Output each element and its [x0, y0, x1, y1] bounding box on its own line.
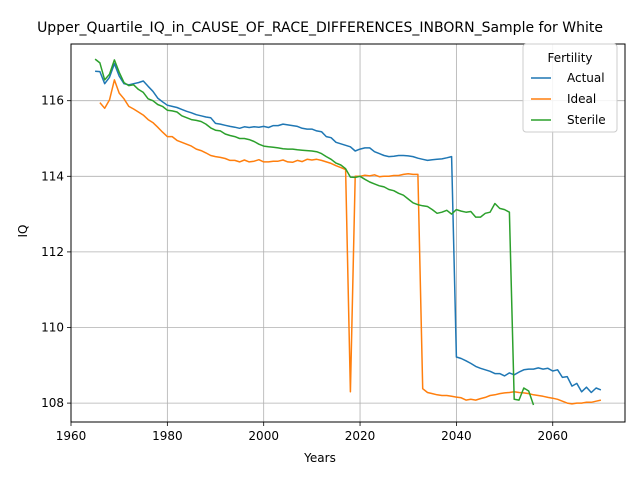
chart-title: Upper_Quartile_IQ_in_CAUSE_OF_RACE_DIFFE…: [37, 20, 603, 36]
legend-items: Actual Ideal Sterile: [531, 71, 606, 127]
x-tick-label: 2040: [441, 429, 472, 443]
legend-box: [522, 43, 618, 133]
legend-label-ideal: Ideal: [567, 92, 596, 106]
x-tick-label: 2020: [345, 429, 376, 443]
series-line-actual: [95, 62, 602, 394]
y-tick-label: 110: [41, 321, 64, 335]
x-tick-label: 2000: [248, 429, 279, 443]
legend-label-actual: Actual: [567, 71, 605, 85]
x-tick-label: 2060: [537, 429, 568, 443]
legend-title: Fertility: [547, 51, 592, 65]
legend: Fertility Actual Ideal Sterile: [522, 43, 618, 133]
legend-label-sterile: Sterile: [567, 113, 606, 127]
plot-frame: [70, 43, 626, 423]
x-tick-label: 1980: [152, 429, 183, 443]
series-lines: [94, 58, 602, 406]
y-tick-label: 116: [41, 94, 64, 108]
series-line-sterile: [94, 58, 535, 406]
x-tick-label: 1960: [56, 429, 87, 443]
y-tick-label: 112: [41, 245, 64, 259]
series-line-ideal: [99, 79, 602, 405]
y-axis-label: IQ: [16, 225, 30, 238]
x-axis-label: Years: [303, 451, 336, 465]
y-tick-label: 114: [41, 169, 64, 183]
x-axis-ticks: 1960 1980 2000 2020 2040 2060: [56, 422, 568, 443]
y-axis-ticks: 108 110 112 114 116: [41, 94, 71, 410]
y-tick-label: 108: [41, 396, 64, 410]
